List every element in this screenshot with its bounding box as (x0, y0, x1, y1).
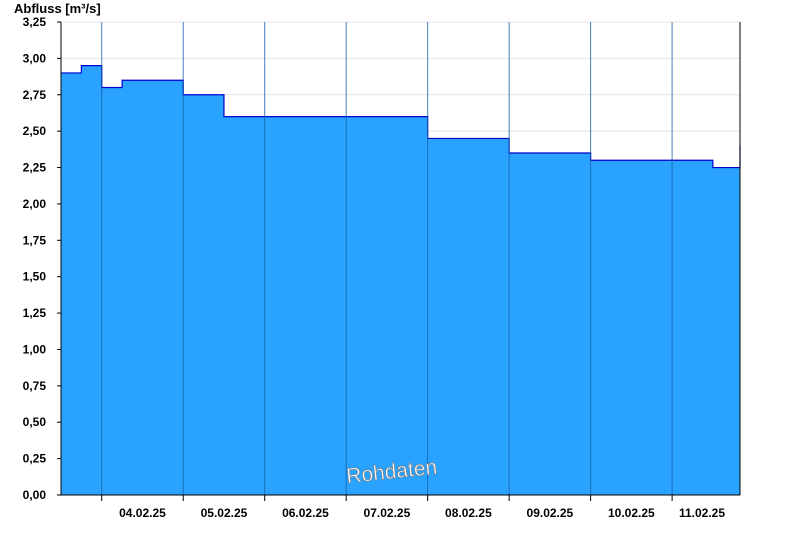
y-tick-label: 1,75 (23, 233, 47, 247)
x-tick-label: 11.02.25 (679, 506, 725, 520)
y-tick-label: 0,25 (23, 452, 47, 466)
y-tick-label: 2,00 (23, 197, 47, 211)
area-series (61, 65, 741, 496)
y-tick-label: 2,25 (23, 161, 47, 175)
discharge-area (61, 65, 740, 496)
x-tick-label: 08.02.25 (445, 506, 492, 520)
y-tick-label: 3,25 (23, 15, 47, 29)
discharge-line (61, 65, 741, 169)
y-tick-label: 1,00 (23, 342, 47, 356)
y-tick-label: 2,50 (23, 124, 47, 138)
y-tick-label: 0,00 (23, 488, 47, 502)
x-tick-label: 09.02.25 (527, 506, 574, 520)
x-tick-label: 05.02.25 (201, 506, 248, 520)
day-separator-lines (101, 22, 673, 495)
y-tick-label: 0,75 (23, 379, 47, 393)
y-tick-label: 3,00 (23, 51, 47, 65)
y-tick-label: 1,50 (23, 270, 47, 284)
axes (57, 21, 741, 501)
y-tick-label: 2,75 (23, 88, 47, 102)
y-axis-label: Abfluss [m³/s] (14, 1, 101, 16)
x-tick-label: 07.02.25 (364, 506, 411, 520)
watermark-rohdaten: Rohdaten (345, 456, 438, 488)
y-tick-label: 0,50 (23, 415, 47, 429)
y-tick-label: 1,25 (23, 306, 47, 320)
y-tick-labels: 0,00 0,25 0,50 0,75 1,00 1,25 1,50 1,75 2,00 2,25… (23, 15, 47, 502)
x-tick-label: 10.02.25 (608, 506, 655, 520)
x-tick-label: 06.02.25 (282, 506, 329, 520)
x-tick-label: 04.02.25 (119, 506, 166, 520)
x-tick-labels: 04.02.25 05.02.25 06.02.25 07.02.25 08.02.25… (119, 506, 725, 520)
